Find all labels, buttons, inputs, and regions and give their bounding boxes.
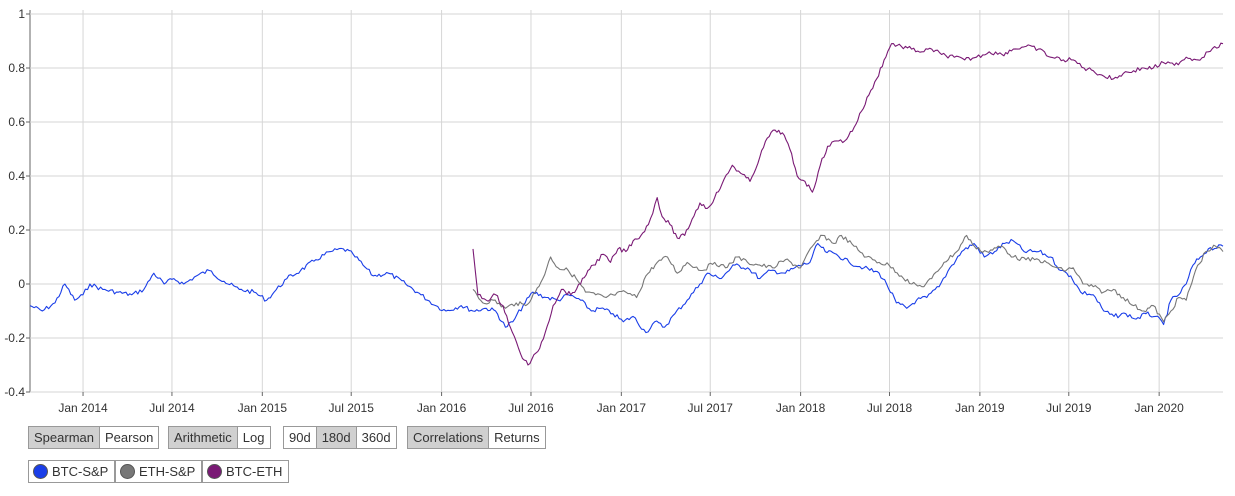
legend-dot-icon [120,464,135,479]
x-tick-label: Jan 2014 [58,401,108,415]
y-tick-label: 0.4 [8,169,25,183]
legend-item-btc-sp[interactable]: BTC-S&P [28,460,116,483]
window-90d-button[interactable]: 90d [284,427,317,448]
x-tick-label: Jan 2016 [417,401,467,415]
legend-item-btc-eth[interactable]: BTC-ETH [202,460,290,483]
method-toggle: Spearman Pearson [28,426,160,449]
y-tick-label: -0.2 [4,331,25,345]
view-toggle: Correlations Returns [407,426,546,449]
y-tick-label: 0.8 [8,61,25,75]
window-180d-button[interactable]: 180d [316,427,357,448]
x-tick-label: Jul 2018 [867,401,913,415]
correlation-chart: -0.4-0.200.20.40.60.81 Jan 2014 Jul 2014 J… [4,7,1224,415]
x-tick-label: Jan 2018 [776,401,826,415]
y-tick-label: 0.2 [8,223,25,237]
series-line-btc-s-p [29,238,1224,334]
window-360d-button[interactable]: 360d [356,427,396,448]
legend-dot-icon [207,464,222,479]
x-tick-label: Jul 2016 [508,401,554,415]
legend-label: ETH-S&P [139,464,196,479]
pearson-button[interactable]: Pearson [99,427,159,448]
scale-toggle: Arithmetic Log [168,426,271,449]
legend-dot-icon [33,464,48,479]
returns-button[interactable]: Returns [489,427,545,448]
legend-label: BTC-S&P [52,464,109,479]
arithmetic-button[interactable]: Arithmetic [169,427,238,448]
x-tick-label: Jan 2015 [238,401,288,415]
window-toggle: 90d 180d 360d [283,426,397,449]
x-axis-ticks: Jan 2014 Jul 2014 Jan 2015 Jul 2015 Jan 2016… [58,401,1184,415]
y-tick-label: 1 [18,7,25,21]
log-button[interactable]: Log [237,427,270,448]
y-axis-ticks: -0.4 -0.2 0 0.2 0.4 0.6 0.8 1 [4,7,25,399]
legend-label: BTC-ETH [226,464,283,479]
x-tick-label: Jul 2014 [149,401,195,415]
x-tick-label: Jan 2020 [1134,401,1184,415]
x-tick-label: Jul 2015 [329,401,375,415]
y-tick-label: 0.6 [8,115,25,129]
correlations-button[interactable]: Correlations [408,427,490,448]
y-tick-label: -0.4 [4,385,25,399]
x-tick-label: Jul 2017 [688,401,734,415]
x-tick-label: Jul 2019 [1046,401,1092,415]
x-tick-label: Jan 2017 [597,401,647,415]
spearman-button[interactable]: Spearman [29,427,100,448]
series-line-btc-eth [472,42,1224,366]
legend-item-eth-sp[interactable]: ETH-S&P [115,460,203,483]
chart-grid [26,10,1223,396]
series-line-eth-s-p [472,234,1224,323]
x-tick-label: Jan 2019 [955,401,1005,415]
chart-series [29,42,1224,366]
y-tick-label: 0 [18,277,25,291]
